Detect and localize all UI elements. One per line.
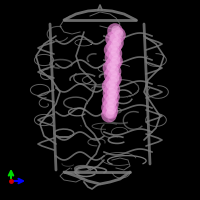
Point — [109, 92, 112, 95]
Point — [111, 63, 115, 66]
Point — [109, 102, 113, 106]
Point — [112, 62, 116, 65]
Point — [112, 77, 116, 80]
Point — [111, 73, 114, 76]
Point — [111, 47, 114, 51]
Point — [111, 94, 115, 97]
Point — [109, 110, 112, 113]
Point — [113, 52, 116, 55]
Point — [108, 84, 111, 88]
Point — [113, 59, 117, 63]
Point — [116, 33, 120, 37]
Point — [111, 37, 115, 41]
Point — [115, 40, 119, 44]
Point — [114, 41, 118, 45]
Point — [110, 74, 113, 77]
Point — [114, 28, 118, 32]
Point — [114, 58, 118, 62]
Point — [109, 66, 112, 70]
Point — [108, 112, 112, 115]
Point — [108, 99, 111, 102]
Point — [107, 113, 111, 116]
Point — [110, 95, 114, 98]
Point — [114, 51, 117, 54]
Point — [112, 87, 115, 90]
Point — [112, 45, 116, 48]
Point — [113, 29, 117, 33]
Point — [112, 36, 116, 40]
Point — [110, 65, 113, 69]
Point — [111, 56, 114, 59]
Point — [110, 48, 113, 52]
Point — [117, 32, 121, 36]
Point — [112, 55, 115, 58]
Point — [111, 88, 114, 91]
Point — [112, 70, 115, 73]
Point — [113, 76, 117, 79]
Point — [110, 109, 113, 112]
Point — [110, 91, 113, 94]
Point — [109, 83, 112, 87]
Point — [107, 106, 111, 109]
Point — [110, 81, 114, 84]
Point — [110, 101, 114, 105]
Point — [111, 80, 115, 83]
Point — [108, 105, 112, 108]
Point — [113, 69, 116, 72]
Point — [113, 44, 117, 47]
Point — [109, 98, 112, 101]
